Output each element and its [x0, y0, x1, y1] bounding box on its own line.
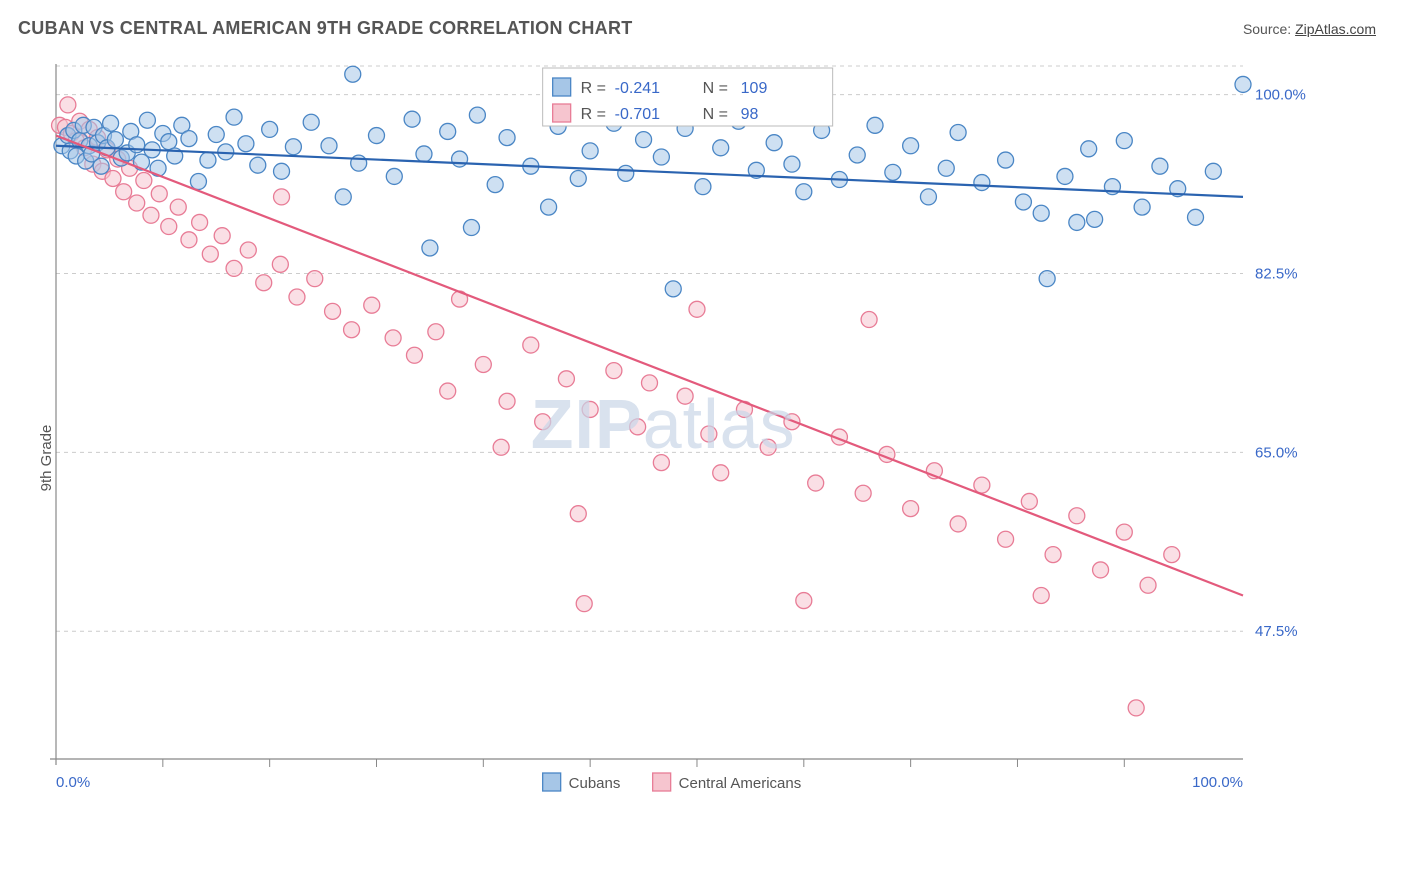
chart-title: CUBAN VS CENTRAL AMERICAN 9TH GRADE CORR… [18, 18, 633, 39]
svg-text:47.5%: 47.5% [1255, 623, 1298, 640]
source-attribution: Source: ZipAtlas.com [1243, 21, 1376, 37]
svg-text:R =: R = [581, 106, 606, 123]
svg-text:109: 109 [741, 80, 768, 97]
correlation-scatter-chart: 47.5% 65.0% 82.5% 100.0% 0.0% 100.0% R = -0.24… [18, 54, 1328, 814]
svg-text:N =: N = [703, 106, 728, 123]
svg-text:Central Americans: Central Americans [679, 775, 802, 792]
svg-text:65.0%: 65.0% [1255, 444, 1298, 461]
svg-text:R =: R = [581, 80, 606, 97]
svg-text:98: 98 [741, 106, 759, 123]
svg-text:100.0%: 100.0% [1192, 774, 1243, 791]
svg-text:-0.701: -0.701 [615, 106, 660, 123]
svg-text:0.0%: 0.0% [56, 774, 90, 791]
svg-text:Cubans: Cubans [569, 775, 621, 792]
svg-text:82.5%: 82.5% [1255, 266, 1298, 283]
svg-text:100.0%: 100.0% [1255, 87, 1306, 104]
svg-text:N =: N = [703, 80, 728, 97]
svg-text:-0.241: -0.241 [615, 80, 660, 97]
y-axis-label: 9th Grade [38, 425, 55, 492]
source-link[interactable]: ZipAtlas.com [1295, 21, 1376, 37]
